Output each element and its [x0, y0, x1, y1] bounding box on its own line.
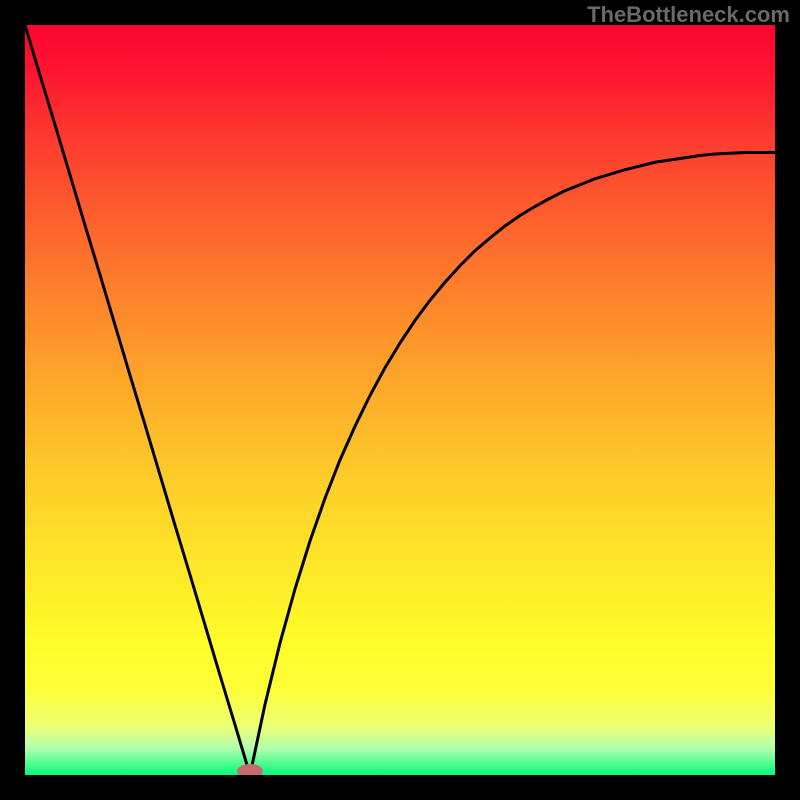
bottleneck-chart [25, 25, 775, 775]
chart-root: TheBottleneck.com [0, 0, 800, 800]
